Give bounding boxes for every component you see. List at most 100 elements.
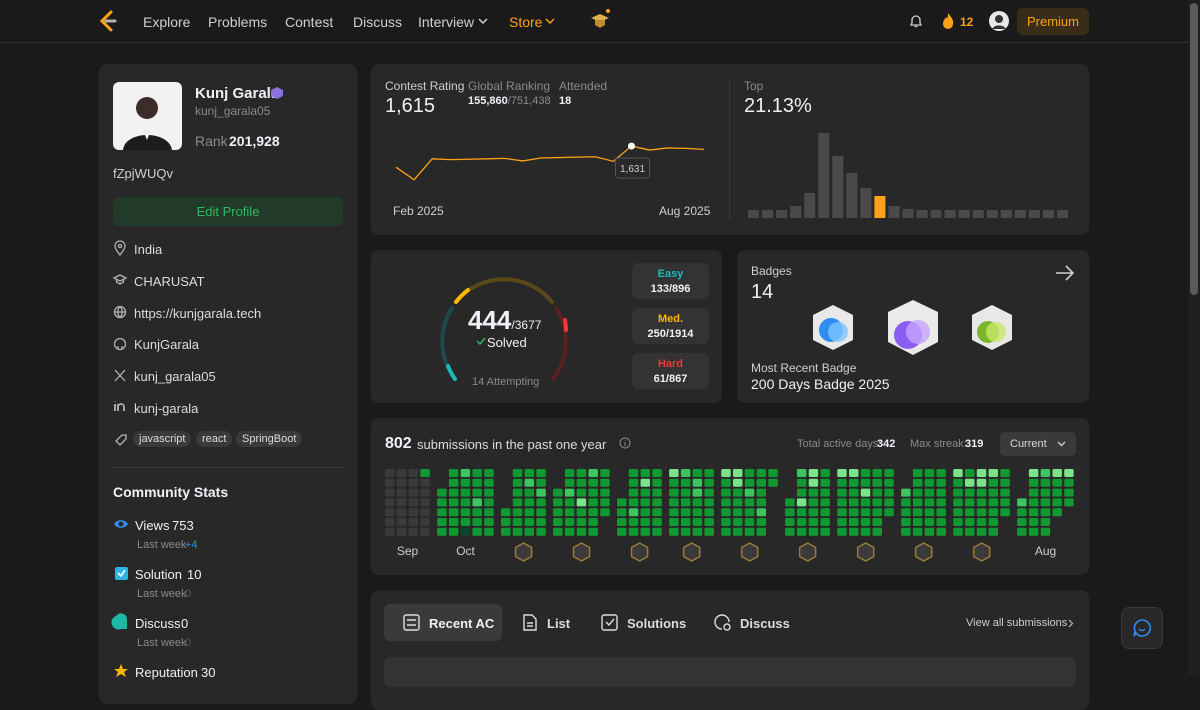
info-linkedin[interactable]: kunj-garala (134, 401, 199, 416)
info-school: CHARUSAT (134, 274, 205, 289)
nav-link[interactable]: Explore (143, 14, 191, 30)
heatmap-cell (628, 518, 639, 526)
nav-link[interactable]: Problems (208, 14, 268, 30)
heatmap-cell (965, 508, 975, 517)
heatmap-cell (1028, 508, 1039, 517)
heatmap-cell (448, 508, 459, 517)
skill-tag: javascript (133, 431, 192, 447)
heatmap-cell (680, 488, 691, 497)
submission-row[interactable] (384, 657, 1076, 687)
histogram-bar (930, 210, 942, 218)
scrollbar-thumb[interactable] (1190, 3, 1198, 295)
heatmap-cell (576, 488, 587, 497)
logo[interactable] (98, 10, 118, 32)
heatmap-cell (408, 527, 419, 536)
heatmap-cell (1017, 508, 1027, 517)
badge-icons[interactable] (808, 300, 1028, 362)
tab[interactable]: Recent AC (429, 616, 495, 631)
heatmap-cell (976, 469, 987, 477)
rating-histogram (748, 133, 1068, 218)
heatmap-cell (420, 518, 430, 526)
heatmap-cell (912, 488, 923, 497)
edit-profile-button[interactable]: Edit Profile (113, 197, 343, 226)
heatmap-cell (536, 518, 546, 526)
info-website[interactable]: https://kunjgarala.tech (134, 306, 262, 321)
heatmap-cell (1017, 518, 1027, 526)
heatmap-cell (820, 469, 830, 477)
heatmap-cell (837, 469, 847, 477)
heatmap-cell (512, 488, 523, 497)
heatmap-cell (953, 488, 963, 497)
heatmap-cell (524, 527, 535, 536)
heatmap-cell (669, 469, 679, 477)
chevron (545, 18, 555, 25)
tab[interactable]: Solutions (627, 616, 687, 631)
heatmap-cell (588, 469, 598, 477)
tab[interactable]: List (547, 616, 571, 631)
heatmap-cell (680, 478, 691, 487)
nav-link[interactable]: Discuss (353, 14, 403, 30)
info-icons (112, 240, 128, 411)
histogram-bar (762, 210, 774, 218)
heatmap-cell (808, 488, 819, 497)
chat-button[interactable] (1121, 607, 1163, 649)
nav-link[interactable]: Interview (418, 14, 475, 30)
heatmap-cell (808, 518, 819, 526)
info-icon[interactable] (619, 437, 631, 449)
heatmap-cell (1028, 498, 1039, 507)
premium-button[interactable]: Premium (1017, 8, 1089, 35)
heatmap-cell (860, 498, 871, 507)
heatmap-cell (524, 488, 535, 497)
bell-icon[interactable] (908, 13, 924, 29)
tab[interactable]: Discuss (740, 616, 790, 631)
heatmap-cell (588, 498, 598, 507)
heatmap-cell (692, 508, 703, 517)
difficulty-name: Easy (657, 268, 684, 280)
histogram-bar (804, 193, 816, 218)
x-start-label: Feb 2025 (393, 204, 444, 218)
heatmap-cell (420, 488, 430, 497)
heatmap-cell (472, 488, 482, 497)
stat-label: Views (135, 518, 170, 533)
stat-label: Reputation (135, 665, 198, 680)
info-x[interactable]: kunj_garala05 (134, 369, 216, 384)
heatmap-cell (837, 488, 847, 497)
histogram-bar (818, 133, 830, 218)
histogram-bar (958, 210, 970, 218)
attended-value: 18 (559, 95, 572, 107)
heatmap-cell (988, 488, 999, 497)
heatmap-cell (484, 488, 494, 497)
heatmap-cell (680, 508, 691, 517)
avatar-small[interactable] (989, 11, 1009, 31)
heatmap-cell (785, 498, 795, 507)
heatmap-cell (988, 508, 999, 517)
contest-rating-label: Contest Rating (385, 79, 465, 93)
heatmap-cell (837, 508, 847, 517)
heatmap-cell (924, 527, 935, 536)
heatmap-cell (680, 469, 691, 477)
heatmap-cell (669, 508, 679, 517)
heatmap-cell (460, 518, 471, 526)
info-github[interactable]: KunjGarala (134, 337, 200, 352)
heatmap-cell (652, 498, 662, 507)
heatmap-cell (837, 498, 847, 507)
heatmap-cell (884, 469, 894, 477)
heatmap-cell (912, 508, 923, 517)
heatmap-cell (628, 498, 639, 507)
heatmap-cell (553, 527, 563, 536)
heatmap-cell (965, 527, 975, 536)
heatmap-cell (385, 469, 395, 477)
stat-value: 30 (201, 665, 216, 680)
heatmap-cell (576, 498, 587, 507)
heatmap-cell (652, 478, 662, 487)
view-all-link[interactable]: View all submissions (966, 617, 1068, 629)
rating-point (628, 142, 636, 150)
nav-link[interactable]: Contest (285, 14, 334, 30)
submission-count: 802 (385, 435, 412, 452)
arrow-button[interactable] (1055, 264, 1075, 282)
gift-icon[interactable] (589, 8, 613, 32)
heatmap-cell (576, 518, 587, 526)
streak-icon[interactable] (941, 12, 955, 30)
nav-link[interactable]: Store (509, 14, 543, 30)
heatmap-cell (652, 527, 662, 536)
